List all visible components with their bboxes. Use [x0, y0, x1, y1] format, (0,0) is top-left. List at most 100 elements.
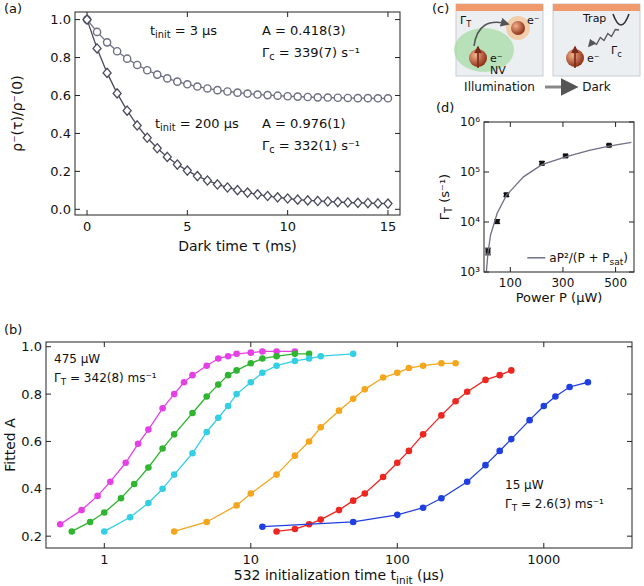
- x-tick: [187, 12, 188, 17]
- trap-shape: [613, 14, 629, 25]
- scene: e⁻TrapΓc: [553, 4, 640, 76]
- data-point: [194, 83, 201, 90]
- legend-swatch: [527, 257, 545, 259]
- data-point: [224, 88, 231, 95]
- data-point: [364, 95, 371, 102]
- legend: aP²/(P + Psat): [527, 251, 628, 267]
- x-tick: [562, 122, 563, 127]
- series-line: [486, 142, 631, 272]
- y-tick: [395, 171, 400, 172]
- x-tick-label: 500: [604, 276, 627, 290]
- data-point: [464, 478, 471, 485]
- text-part: c: [617, 49, 622, 59]
- data-point: [93, 44, 101, 53]
- data-point: [203, 519, 210, 526]
- x-tick: [387, 210, 388, 215]
- data-point: [292, 526, 299, 533]
- diagram: (c)e⁻NVe⁻ΓTIlluminatione⁻TrapΓcDark: [432, 1, 640, 94]
- data-point: [526, 417, 533, 424]
- series-group: [485, 142, 631, 272]
- panel: 11010010000.20.40.60.81.0475 μWΓT = 342(…: [2, 322, 632, 586]
- data-point: [350, 497, 357, 504]
- data-point: [317, 353, 324, 360]
- data-point: [508, 436, 515, 443]
- data-point: [304, 93, 311, 100]
- text-part: = 342(8) ms⁻¹: [66, 371, 157, 385]
- data-point: [244, 90, 251, 97]
- text-part: = 3 μs: [171, 23, 218, 38]
- data-point: [380, 474, 387, 481]
- y-tick: [75, 133, 80, 134]
- data-point: [354, 95, 361, 102]
- data-point: [324, 197, 332, 206]
- y-tick: [395, 19, 400, 20]
- x-tick-label: 1: [100, 552, 108, 567]
- y-tick-label: 10⁵: [460, 165, 480, 179]
- y-tick-label: 0.2: [50, 164, 71, 179]
- scene-caption: Dark: [582, 80, 611, 94]
- x-tick: [104, 543, 105, 548]
- data-point: [203, 176, 211, 185]
- data-point: [361, 490, 368, 497]
- data-point: [273, 471, 280, 478]
- text-part: (s⁻¹): [437, 174, 452, 207]
- y-axis-title: ρ⁻(τ)/ρ⁻(0): [9, 75, 25, 151]
- x-tick: [87, 210, 88, 215]
- rate-label: Γc: [611, 44, 622, 59]
- data-point: [540, 403, 547, 410]
- y-tick: [629, 172, 634, 173]
- data-point: [274, 92, 281, 99]
- text-part: init: [160, 122, 176, 133]
- data-point: [306, 438, 313, 445]
- data-point: [292, 358, 299, 365]
- data-point: [118, 495, 125, 502]
- data-point: [294, 93, 301, 100]
- scene-caption: Illumination: [464, 80, 535, 94]
- x-tick-label: 100: [499, 276, 522, 290]
- data-point: [114, 48, 121, 55]
- data-point: [233, 391, 240, 398]
- y-tick: [395, 209, 400, 210]
- plot-frame: [46, 342, 632, 548]
- data-point: [68, 528, 75, 535]
- rate-label: ΓT: [460, 14, 472, 29]
- data-point: [184, 81, 191, 88]
- y-tick: [75, 209, 80, 210]
- text-part: = 332(1) s⁻¹: [275, 138, 360, 153]
- x-tick-label: 5: [183, 219, 191, 234]
- data-point: [171, 431, 178, 438]
- panel-label: (a): [4, 1, 22, 16]
- series-group: [57, 348, 591, 535]
- trap-label: Trap: [582, 12, 606, 25]
- x-tick: [287, 12, 288, 17]
- data-point: [183, 166, 191, 175]
- data-point: [163, 152, 171, 161]
- data-point: [438, 495, 445, 502]
- spin-arrow: [574, 47, 576, 68]
- y-tick-label: 0.8: [21, 387, 42, 402]
- data-point: [420, 362, 427, 369]
- data-point: [306, 355, 313, 362]
- data-point: [87, 519, 94, 526]
- data-point: [94, 493, 101, 500]
- data-point: [259, 348, 266, 355]
- text-part: aP²/(P + P: [549, 251, 609, 265]
- data-point: [452, 398, 459, 405]
- y-tick: [46, 488, 51, 489]
- data-point: [374, 95, 381, 102]
- data-point: [585, 379, 592, 386]
- data-point: [336, 407, 343, 414]
- y-tick-label: 0.2: [21, 529, 42, 544]
- data-point: [203, 429, 210, 436]
- data-point: [174, 78, 181, 85]
- data-point: [123, 106, 131, 115]
- annotation: Γc = 339(7) s⁻¹: [262, 45, 360, 62]
- data-point: [181, 379, 188, 386]
- data-point: [233, 351, 240, 358]
- data-point: [233, 502, 240, 509]
- data-point: [159, 445, 166, 452]
- y-tick-label: 0.6: [50, 88, 71, 103]
- data-point: [334, 197, 342, 206]
- data-point: [304, 196, 312, 205]
- data-point: [83, 15, 91, 24]
